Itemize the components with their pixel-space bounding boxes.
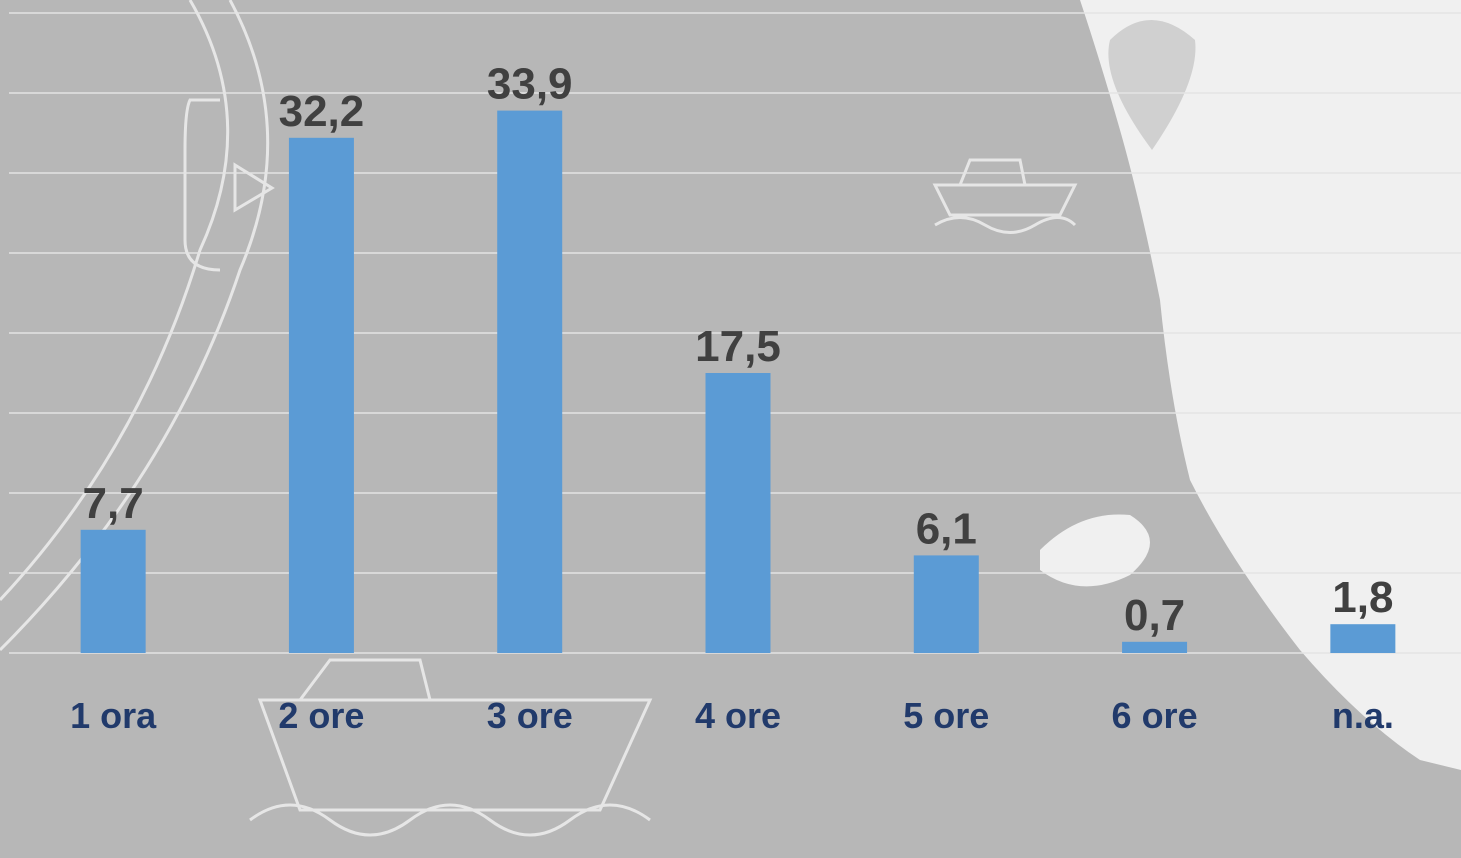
x-tick-label: 3 ore (487, 695, 573, 736)
map-land (1080, 0, 1461, 770)
bar (1122, 641, 1188, 653)
x-tick-label: 6 ore (1112, 695, 1198, 736)
bar (80, 529, 146, 653)
x-tick-label: 5 ore (903, 695, 989, 736)
bar (497, 110, 563, 654)
value-label: 0,7 (1124, 591, 1185, 640)
value-label: 17,5 (695, 322, 781, 371)
value-label: 33,9 (487, 60, 573, 109)
value-label: 6,1 (916, 504, 977, 553)
value-label: 7,7 (83, 479, 144, 528)
bar (288, 137, 354, 654)
bar (913, 555, 979, 653)
x-tick-label: 2 ore (278, 695, 364, 736)
bar (705, 373, 771, 653)
plot: 7,7 1 ora 32,2 2 ore 33,9 3 ore 17,5 4 ore 6,1 5 … (9, 12, 1461, 736)
value-label: 1,8 (1332, 573, 1393, 622)
x-tick-label: 1 ora (70, 695, 157, 736)
x-tick-label: 4 ore (695, 695, 781, 736)
map-island (1040, 514, 1150, 587)
map-pin (1108, 20, 1196, 150)
value-label: 32,2 (279, 87, 365, 136)
bar (1330, 624, 1396, 653)
x-tick-label: n.a. (1332, 695, 1394, 736)
